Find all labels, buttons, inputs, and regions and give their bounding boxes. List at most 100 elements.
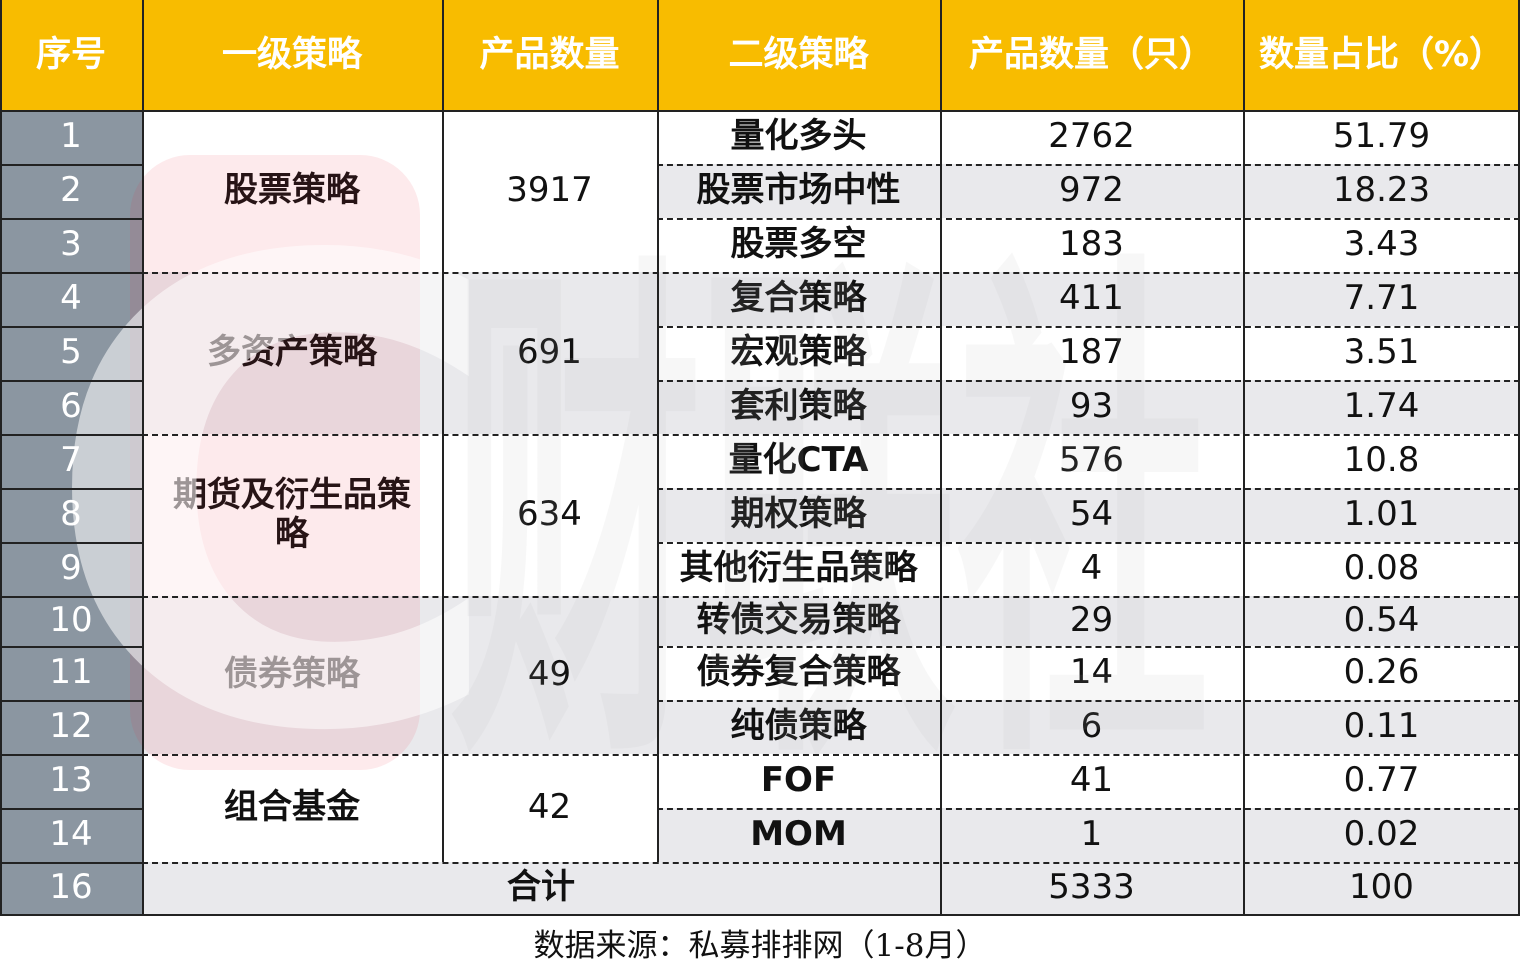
level2-strategy-cell: 期权策略 [657,488,940,542]
grid-line [142,862,1520,864]
grid-line [142,272,1520,274]
grid-line [657,380,1520,382]
product-count-cell: 14 [940,646,1243,700]
grid-line [0,754,142,756]
row-index: 8 [0,488,142,542]
header-level1-strategy: 一级策略 [142,0,442,110]
grid-line [142,434,1520,436]
share-pct-cell: 0.26 [1243,646,1520,700]
level1-total-cell: 634 [442,434,657,596]
product-count-cell: 6 [940,700,1243,754]
share-pct-cell: 0.77 [1243,754,1520,808]
grid-line [657,326,1520,328]
grid-line [442,0,444,862]
level2-strategy-cell: 复合策略 [657,272,940,326]
level2-strategy-cell: 宏观策略 [657,326,940,380]
level2-strategy-cell: 量化多头 [657,110,940,164]
level1-total-cell: 3917 [442,110,657,272]
row-index: 4 [0,272,142,326]
level2-strategy-cell: FOF [657,754,940,808]
header-share-pct: 数量占比（%） [1243,0,1520,110]
row-index: 3 [0,218,142,272]
row-index: 11 [0,646,142,700]
share-pct-cell: 51.79 [1243,110,1520,164]
row-index: 1 [0,110,142,164]
row-index: 10 [0,596,142,646]
product-count-cell: 576 [940,434,1243,488]
row-index: 14 [0,808,142,862]
grid-line [0,808,142,810]
level2-strategy-cell: 其他衍生品策略 [657,542,940,596]
total-row-index: 16 [0,862,142,914]
source-note: 数据来源：私募排排网（1-8月） [0,920,1520,965]
grid-line [0,272,142,274]
level1-total-cell: 691 [442,272,657,434]
header-level2-strategy: 二级策略 [657,0,940,110]
share-pct-cell: 1.74 [1243,380,1520,434]
share-pct-cell: 0.08 [1243,542,1520,596]
product-count-cell: 4 [940,542,1243,596]
level2-strategy-cell: 套利策略 [657,380,940,434]
level2-strategy-cell: 股票市场中性 [657,164,940,218]
grid-line [1243,0,1245,914]
grid-line [657,700,1520,702]
product-count-cell: 2762 [940,110,1243,164]
level1-strategy-cell: 股票策略 [142,110,442,272]
row-index: 5 [0,326,142,380]
share-pct-cell: 1.01 [1243,488,1520,542]
level1-total-cell: 42 [442,754,657,862]
product-count-cell: 183 [940,218,1243,272]
grid-line [0,862,142,864]
share-pct-cell: 7.71 [1243,272,1520,326]
grid-line [940,0,942,914]
grid-line [0,0,2,914]
grid-line [142,596,1520,598]
level2-strategy-cell: MOM [657,808,940,862]
grid-line [0,914,1520,916]
grid-line [0,164,142,166]
row-index: 6 [0,380,142,434]
share-pct-cell: 0.02 [1243,808,1520,862]
grid-line [142,754,1520,756]
row-index: 12 [0,700,142,754]
product-count-cell: 187 [940,326,1243,380]
level1-strategy-cell: 多资产策略 [142,272,442,434]
product-count-cell: 1 [940,808,1243,862]
header-product-count: 产品数量 [442,0,657,110]
level1-strategy-cell: 债券策略 [142,596,442,754]
total-label: 合计 [142,862,940,914]
level1-total-cell: 49 [442,596,657,754]
grid-line [0,218,142,220]
row-index: 7 [0,434,142,488]
level1-strategy-cell: 期货及衍生品策略 [142,434,442,596]
row-index: 13 [0,754,142,808]
row-index: 2 [0,164,142,218]
total-pct: 100 [1243,862,1520,914]
share-pct-cell: 0.11 [1243,700,1520,754]
grid-line [0,488,142,490]
share-pct-cell: 0.54 [1243,596,1520,646]
grid-line [657,164,1520,166]
product-count-cell: 41 [940,754,1243,808]
level2-strategy-cell: 股票多空 [657,218,940,272]
grid-line [657,646,1520,648]
grid-line [0,596,142,598]
grid-line [0,700,142,702]
grid-line [1518,0,1520,914]
grid-line [0,434,142,436]
grid-line [0,326,142,328]
share-pct-cell: 3.43 [1243,218,1520,272]
product-count-cell: 29 [940,596,1243,646]
grid-line [0,380,142,382]
level2-strategy-cell: 纯债策略 [657,700,940,754]
grid-line [657,218,1520,220]
grid-line [657,0,659,862]
product-count-cell: 411 [940,272,1243,326]
grid-line [0,646,142,648]
row-index: 9 [0,542,142,596]
grid-line [657,808,1520,810]
grid-line [657,542,1520,544]
product-count-cell: 972 [940,164,1243,218]
level1-strategy-cell: 组合基金 [142,754,442,862]
